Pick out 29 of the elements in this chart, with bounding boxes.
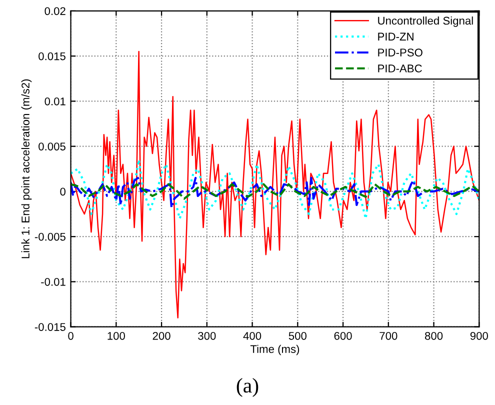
x-tick-label: 300 [198,332,216,340]
x-tick-label: 600 [334,332,352,340]
x-tick-label: 0 [68,332,74,340]
y-axis-title: Link 1: End point acceleration (m/s2) [21,79,32,258]
x-axis-title: Time (ms) [250,344,300,356]
y-tick-label: -0.01 [41,278,66,286]
y-tick-label: 0.02 [44,7,66,16]
text: (a) [236,378,258,397]
legend-label: PID-ZN [378,32,414,40]
x-tick-label: 800 [425,332,443,340]
y-tick-label: 0.01 [44,97,66,106]
legend-label: PID-PSO [378,48,422,56]
y-tick-label: -0.015 [34,323,66,331]
y-tick-label: -0.005 [34,232,66,241]
legend-label: PID-ABC [378,64,422,72]
x-tick-label: 200 [152,332,170,340]
x-tick-label: 900 [470,332,488,340]
line-series [70,183,480,200]
line-series [70,176,480,209]
line-series [70,50,480,318]
x-tick-label: 400 [243,332,262,340]
x-tick-label: 700 [380,332,398,340]
y-tick-label: 0.015 [38,52,66,60]
x-tick-label: 100 [108,332,125,340]
y-tick-label: 0 [60,188,66,196]
x-tick-label: 500 [288,332,306,340]
line-series [70,158,480,220]
y-tick-label: 0.005 [38,142,66,150]
legend-label: Uncontrolled Signal [378,16,473,27]
